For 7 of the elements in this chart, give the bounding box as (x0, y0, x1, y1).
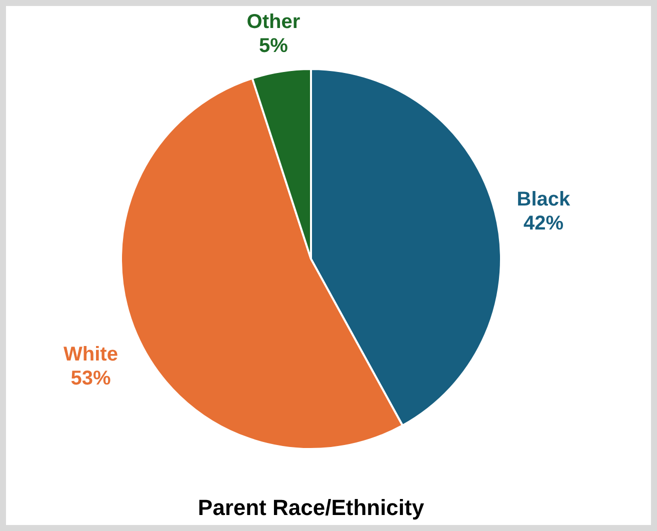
data-label: 42% (523, 212, 564, 234)
slice-label: White (64, 343, 118, 366)
slice-label: Other (246, 10, 300, 33)
slice-label: Black (516, 188, 572, 210)
data-label: 5% (259, 34, 288, 57)
data-label: 53% (70, 367, 111, 390)
text: Parent Race/Ethnicity (198, 495, 425, 520)
